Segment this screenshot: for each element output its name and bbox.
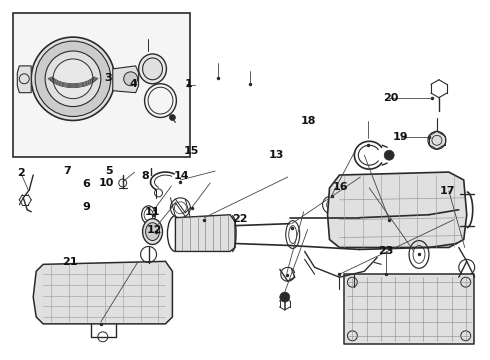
Text: 22: 22 (232, 214, 248, 224)
Circle shape (432, 135, 442, 145)
Circle shape (384, 150, 394, 160)
Circle shape (280, 292, 290, 302)
Circle shape (19, 74, 29, 84)
Circle shape (45, 51, 101, 107)
Ellipse shape (146, 223, 159, 240)
Text: 20: 20 (384, 93, 399, 103)
Text: 16: 16 (332, 182, 348, 192)
Polygon shape (327, 172, 467, 247)
Text: 10: 10 (98, 178, 114, 188)
Text: 6: 6 (83, 179, 91, 189)
Text: 2: 2 (17, 168, 25, 178)
Text: 8: 8 (141, 171, 149, 181)
Circle shape (35, 41, 111, 117)
Text: 7: 7 (63, 166, 71, 176)
Text: 17: 17 (440, 186, 455, 196)
Text: 12: 12 (147, 225, 163, 235)
Circle shape (53, 59, 93, 99)
Text: 21: 21 (62, 257, 77, 267)
Ellipse shape (139, 54, 167, 84)
Ellipse shape (143, 219, 163, 244)
Text: 15: 15 (184, 147, 199, 157)
Text: 11: 11 (145, 207, 160, 217)
Text: 14: 14 (174, 171, 190, 181)
Text: 9: 9 (83, 202, 91, 212)
Polygon shape (33, 261, 172, 324)
Circle shape (170, 114, 175, 121)
Circle shape (428, 131, 446, 149)
Text: 1: 1 (185, 78, 193, 89)
Text: 4: 4 (129, 78, 137, 89)
Polygon shape (175, 215, 235, 251)
Circle shape (31, 37, 115, 121)
Text: 3: 3 (105, 73, 112, 83)
Polygon shape (17, 66, 31, 93)
Bar (344, 274, 474, 344)
Polygon shape (113, 66, 139, 93)
Text: 18: 18 (300, 116, 316, 126)
Ellipse shape (143, 58, 163, 80)
Text: 23: 23 (379, 247, 394, 256)
Text: 13: 13 (269, 150, 284, 160)
Circle shape (123, 72, 138, 86)
Text: 5: 5 (105, 166, 112, 176)
Bar (13, 13, 190, 157)
Text: 19: 19 (393, 132, 409, 142)
